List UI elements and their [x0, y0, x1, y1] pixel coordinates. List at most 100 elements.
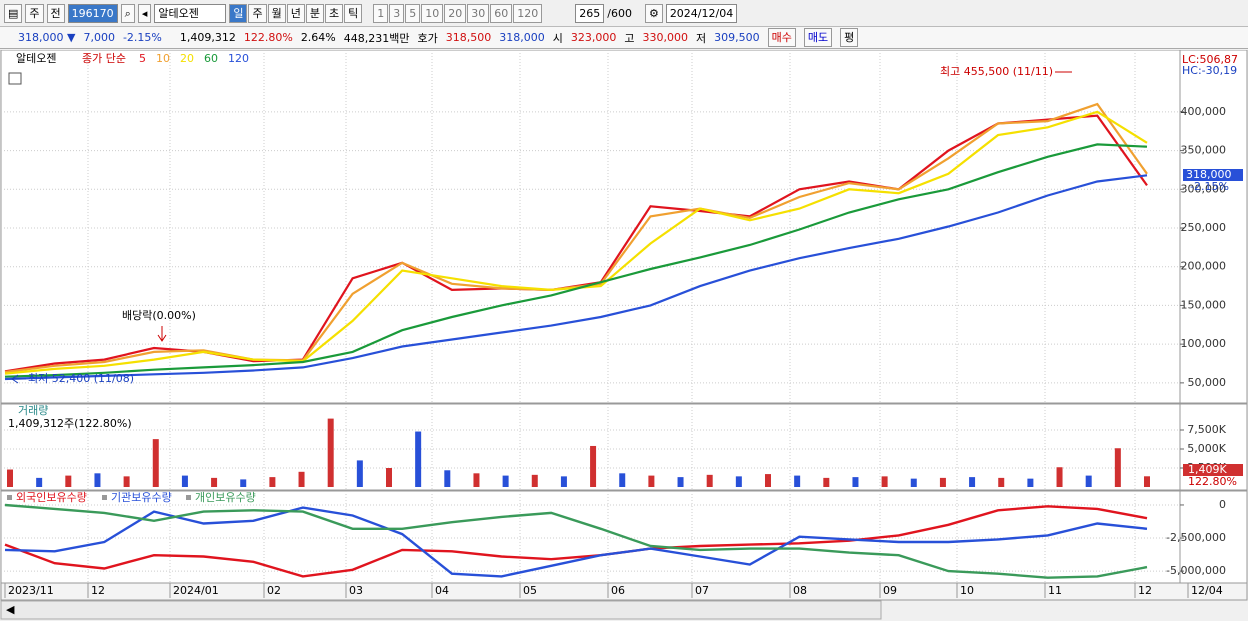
- volume-label: 거래량: [18, 404, 48, 417]
- prev[interactable]: 전: [46, 3, 65, 23]
- stock-name[interactable]: 알테오젠: [154, 3, 227, 23]
- scroll-left: ◀: [6, 603, 15, 616]
- avg-button[interactable]: 평: [840, 28, 859, 47]
- period-tab[interactable]: 초: [324, 3, 344, 23]
- volume-bar: [1056, 467, 1063, 487]
- low-note: 최저 52,400 (11/08): [28, 372, 134, 385]
- period-tab[interactable]: 월: [267, 3, 286, 23]
- volume-bar: [298, 471, 305, 487]
- minute-tab[interactable]: 5: [405, 3, 421, 23]
- y-tick-label: 100,000: [1181, 337, 1227, 350]
- minute-tab[interactable]: 20: [444, 3, 467, 23]
- low-label: 저: [696, 31, 707, 45]
- grid-button: [8, 72, 22, 85]
- volume-bar: [152, 439, 159, 487]
- period-tab[interactable]: 년: [286, 3, 305, 23]
- volume-bar: [356, 460, 363, 487]
- volume-bar: [386, 468, 392, 487]
- legend-entry: 60: [204, 52, 218, 65]
- line-series: [4, 174, 1148, 381]
- open-label: 시: [552, 31, 563, 45]
- x-tick-label: 12: [91, 584, 105, 597]
- volume-bar: [735, 476, 742, 487]
- legend-entry: 개인보유수량: [195, 491, 256, 504]
- line-series: [4, 102, 1148, 374]
- chart-area: 50,000 100,000 150,000 200,000 250,000 300,00…: [0, 50, 1248, 620]
- open: 323,000: [570, 31, 617, 44]
- scrollbar: [0, 600, 882, 620]
- x-tick-label: 11: [1048, 584, 1062, 597]
- volume-bar: [94, 473, 101, 487]
- legend-swatch: [186, 495, 191, 500]
- period-tab[interactable]: 분: [305, 3, 324, 23]
- search[interactable]: ⌕: [120, 3, 135, 23]
- volume-bar: [619, 473, 626, 487]
- bid: 318,000: [499, 31, 545, 44]
- high-note: 최고 455,500 (11/11): [940, 65, 1053, 78]
- volume-bar: [910, 478, 917, 487]
- y-tick-label: 50,000: [1188, 376, 1227, 389]
- volume-bar: [269, 477, 276, 487]
- change-tag-text: -2.15%: [1190, 180, 1229, 193]
- volume-bar: [36, 477, 43, 487]
- x-tick-label: 12: [1138, 584, 1152, 597]
- price-tag-text: 318,000: [1186, 168, 1232, 181]
- volume-summary: 1,409,312주(122.80%): [8, 417, 132, 430]
- y-tick-label: 150,000: [1181, 298, 1227, 311]
- minute-tab[interactable]: 60: [490, 3, 513, 23]
- sound[interactable]: ◂: [137, 3, 152, 23]
- count[interactable]: 265: [575, 3, 605, 23]
- change: 7,000: [83, 31, 115, 44]
- volume-bar: [939, 477, 946, 487]
- volume-bar: [1085, 475, 1092, 487]
- volume-bar: [444, 470, 451, 487]
- volume-tag-text: 1,409K: [1188, 463, 1227, 476]
- legend-entry: 120: [228, 52, 249, 65]
- volume-bar: [1027, 478, 1034, 487]
- minute-tab[interactable]: 120: [513, 3, 543, 23]
- x-tick-label: 09: [883, 584, 897, 597]
- ask: 318,500: [445, 31, 492, 44]
- volume-pct-text: 122.80%: [1188, 475, 1237, 488]
- volume-bar: [531, 474, 538, 487]
- lc-label: LC:506,87: [1182, 53, 1238, 66]
- line-series: [4, 143, 1148, 378]
- y-tick-label: -2,500,000: [1166, 531, 1226, 544]
- period-tab[interactable]: 틱: [344, 3, 363, 23]
- ma-label: 종가 단순: [82, 52, 126, 65]
- minute-tab[interactable]: 30: [467, 3, 490, 23]
- volume-bar: [240, 479, 247, 487]
- x-tick-label: 2024/01: [173, 584, 219, 597]
- x-tick-label: 03: [349, 584, 363, 597]
- y-tick-label: -5,000,000: [1166, 564, 1226, 577]
- legend-swatch: [7, 495, 12, 500]
- volume-bar: [590, 445, 597, 487]
- x-tick-label: 07: [695, 584, 709, 597]
- x-tick-label: 10: [960, 584, 974, 597]
- buy-button[interactable]: 매수: [767, 28, 796, 47]
- volume-bar: [969, 477, 976, 487]
- date-input[interactable]: 2024/12/04: [665, 3, 738, 23]
- info-bar: 318,000 ▼ 7,000 -2.15% 1,409,312 122.80%…: [0, 27, 1248, 49]
- volume-tag: [1183, 464, 1243, 476]
- hc-label: HC:-30,19: [1182, 64, 1237, 77]
- minute-tab[interactable]: 1: [373, 3, 389, 23]
- y-tick-label: 5,000K: [1187, 442, 1226, 455]
- volume-bar: [794, 475, 801, 487]
- volume-bar: [123, 476, 130, 487]
- minute-tab[interactable]: 10: [421, 3, 444, 23]
- period-tab[interactable]: 주: [248, 3, 267, 23]
- code-input[interactable]: 196170: [67, 3, 118, 23]
- volume-bar: [1144, 476, 1150, 487]
- x-tick-label: 08: [793, 584, 807, 597]
- period-tab[interactable]: 일: [229, 3, 248, 23]
- low: 309,500: [714, 31, 760, 44]
- tool[interactable]: ⚙: [644, 3, 663, 23]
- x-tick-label: 02: [267, 584, 281, 597]
- market[interactable]: 주: [25, 3, 44, 23]
- menu[interactable]: ▤: [4, 3, 23, 23]
- minute-tab[interactable]: 3: [389, 3, 405, 23]
- panel: [0, 50, 1181, 404]
- sell-button[interactable]: 매도: [803, 28, 833, 47]
- turnover: 2.64%: [300, 31, 336, 44]
